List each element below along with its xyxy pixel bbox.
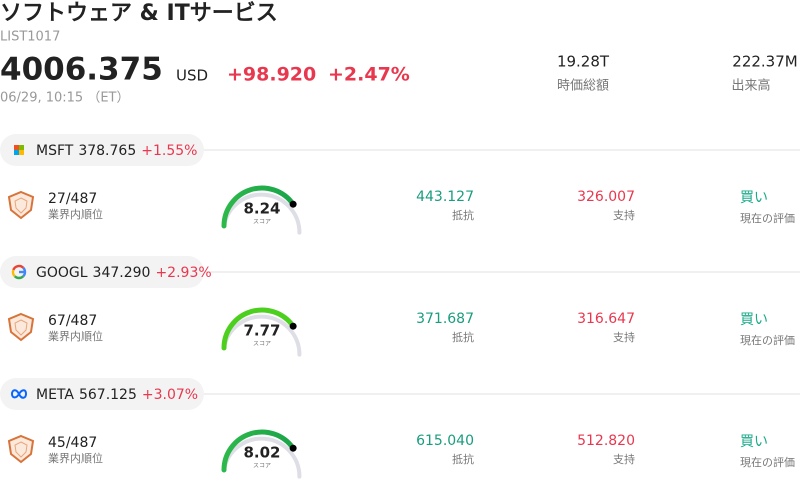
gauge-fill: [221, 185, 296, 229]
ticker: META: [36, 387, 74, 403]
rank-icon: [14, 197, 28, 214]
rating: 買い: [740, 434, 768, 450]
gauge-track: [222, 314, 302, 357]
logo: [11, 269, 16, 278]
rank: 45/487: [48, 435, 97, 451]
score: 8.02: [243, 444, 280, 462]
gauge-dot: [289, 322, 297, 330]
gauge-fill: [221, 307, 296, 351]
rating: 買い: [740, 190, 768, 206]
stock-pill: [0, 134, 204, 166]
logo: [19, 150, 24, 155]
price: 4006.375: [0, 52, 163, 88]
resistance-label: 抵抗: [452, 208, 474, 222]
rank-icon: [14, 441, 28, 458]
logo: [10, 389, 28, 399]
logo: [14, 145, 19, 150]
rank-label: 業界内順位: [48, 207, 103, 221]
logo: [19, 145, 24, 150]
resistance: 371.687: [416, 311, 474, 327]
title: ソフトウェア & ITサービス: [0, 1, 278, 26]
support-label: 支持: [613, 452, 635, 466]
stock-change: +2.93%: [155, 265, 211, 281]
gauge-fill: [221, 429, 296, 473]
code: LIST1017: [0, 30, 60, 45]
volume: 222.37M: [732, 53, 797, 71]
gauge-dot: [289, 444, 297, 452]
gauge-track: [222, 436, 302, 479]
score-label: スコア: [253, 341, 271, 348]
datetime: 06/29, 10:15 （ET）: [0, 91, 129, 106]
support: 326.007: [577, 189, 635, 205]
gauge-dot: [289, 200, 297, 208]
stock-price: 378.765: [78, 143, 136, 159]
stock-price: 347.290: [93, 265, 151, 281]
rating: 買い: [740, 312, 768, 328]
support-label: 支持: [613, 208, 635, 222]
resistance-label: 抵抗: [452, 452, 474, 466]
logo: [12, 264, 25, 271]
support: 512.820: [577, 433, 635, 449]
stock-change: +3.07%: [142, 387, 198, 403]
rank-icon: [7, 312, 35, 342]
support: 316.647: [577, 311, 635, 327]
ticker: MSFT: [36, 143, 74, 159]
change-pct: +2.47%: [328, 64, 410, 86]
rank: 67/487: [48, 313, 97, 329]
score-label: スコア: [253, 463, 271, 470]
rank: 27/487: [48, 191, 97, 207]
volume-label: 出来高: [731, 78, 770, 94]
rating-label: 現在の評価: [740, 455, 795, 469]
gauge-track: [222, 192, 302, 235]
resistance-label: 抵抗: [452, 330, 474, 344]
rank-icon: [7, 434, 35, 464]
rating-label: 現在の評価: [740, 211, 795, 225]
market-cap-label: 時価総額: [557, 79, 609, 94]
score: 7.77: [243, 322, 280, 340]
rank-label: 業界内順位: [48, 451, 103, 465]
rank-label: 業界内順位: [48, 329, 103, 343]
ticker: GOOGL: [36, 265, 88, 281]
market-cap: 19.28T: [557, 53, 610, 71]
currency: USD: [176, 67, 208, 85]
stock-pill: [0, 256, 204, 288]
logo: [14, 150, 19, 155]
rating-label: 現在の評価: [740, 333, 795, 347]
logo: [13, 275, 25, 280]
change: +98.920: [227, 64, 316, 86]
resistance: 443.127: [416, 189, 474, 205]
score: 8.24: [243, 200, 280, 218]
resistance: 615.040: [416, 433, 474, 449]
stock-change: +1.55%: [141, 143, 197, 159]
support-label: 支持: [613, 330, 635, 344]
rank-icon: [7, 190, 35, 220]
stock-pill: [0, 378, 204, 410]
rank-icon: [14, 319, 28, 336]
score-label: スコア: [253, 219, 271, 226]
stock-price: 567.125: [79, 387, 137, 403]
